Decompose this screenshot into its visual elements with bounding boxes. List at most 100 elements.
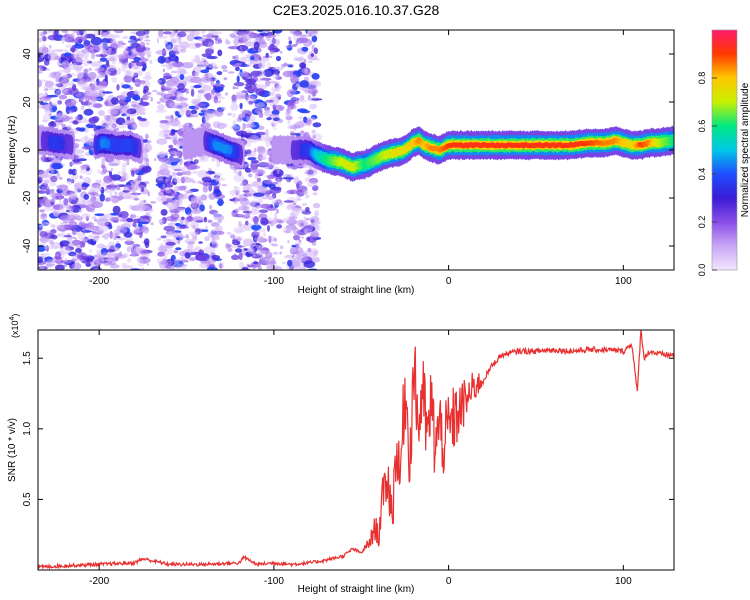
noise-speckle <box>53 211 60 217</box>
noise-speckle <box>308 60 313 63</box>
noise-speckle <box>86 60 93 64</box>
noise-speckle <box>308 40 312 45</box>
noise-speckle <box>257 30 264 33</box>
snr-plot-area <box>38 330 674 570</box>
noise-speckle <box>313 47 318 55</box>
noise-speckle <box>172 231 183 238</box>
noise-speckle <box>238 214 248 217</box>
noise-speckle <box>197 201 204 205</box>
noise-speckle <box>58 57 67 64</box>
noise-speckle <box>257 111 261 117</box>
noise-speckle <box>221 183 228 187</box>
ridge-mark <box>234 145 240 160</box>
noise-speckle <box>269 96 280 105</box>
noise-speckle <box>199 182 212 185</box>
noise-speckle <box>310 230 319 239</box>
noise-speckle <box>272 66 284 71</box>
noise-speckle <box>159 151 166 159</box>
noise-speckle <box>236 91 248 95</box>
noise-speckle <box>132 222 137 228</box>
noise-speckle <box>197 88 208 94</box>
noise-speckle <box>272 73 279 79</box>
noise-speckle <box>139 112 146 115</box>
noise-speckle <box>38 170 49 179</box>
noise-speckle <box>75 187 83 191</box>
y-tick-label: 0.5 <box>22 492 33 506</box>
noise-speckle <box>170 50 180 55</box>
noise-speckle <box>242 190 250 193</box>
noise-speckle <box>298 39 302 45</box>
noise-speckle <box>236 238 242 242</box>
noise-speckle <box>235 229 246 233</box>
noise-speckle <box>219 263 223 269</box>
noise-speckle <box>72 57 83 65</box>
snr-frame <box>37 329 675 571</box>
noise-speckle <box>66 125 72 130</box>
noise-speckle <box>202 185 208 193</box>
noise-speckle <box>217 214 225 221</box>
noise-speckle <box>176 172 183 176</box>
noise-speckle <box>168 44 172 48</box>
noise-speckle <box>311 73 320 80</box>
noise-speckle <box>150 97 153 102</box>
noise-speckle <box>269 99 274 103</box>
noise-speckle <box>270 38 281 44</box>
noise-speckle <box>87 45 99 54</box>
noise-speckle <box>268 92 276 96</box>
noise-speckle <box>200 69 210 74</box>
noise-speckle <box>66 178 72 182</box>
noise-speckle <box>108 120 115 127</box>
noise-speckle <box>226 231 232 235</box>
noise-speckle <box>70 253 76 256</box>
x-tick-label: -200 <box>89 276 109 287</box>
noise-speckle <box>173 249 179 254</box>
noise-speckle <box>227 71 235 74</box>
noise-speckle <box>196 60 206 66</box>
noise-speckle <box>129 214 137 219</box>
noise-speckle <box>268 183 276 190</box>
noise-speckle <box>157 80 161 84</box>
noise-speckle <box>289 89 297 94</box>
noise-speckle <box>116 183 119 187</box>
noise-speckle <box>233 226 243 234</box>
x-tick-label: 100 <box>615 276 632 287</box>
noise-speckle <box>121 262 128 267</box>
noise-speckle <box>172 178 178 186</box>
noise-speckle <box>205 113 214 116</box>
noise-speckle <box>214 40 221 45</box>
noise-speckle <box>222 69 228 72</box>
noise-speckle <box>73 237 78 240</box>
noise-speckle <box>105 245 109 250</box>
noise-speckle <box>121 265 134 269</box>
noise-speckle <box>265 139 271 148</box>
y-tick-label: 1.5 <box>22 351 33 365</box>
noise-speckle <box>257 265 262 270</box>
noise-speckle <box>210 254 221 260</box>
noise-speckle <box>76 139 81 142</box>
noise-speckle <box>213 174 220 179</box>
noise-speckle <box>258 162 269 167</box>
noise-speckle <box>176 151 183 157</box>
noise-speckle <box>188 105 196 110</box>
noise-speckle <box>173 199 183 206</box>
noise-speckle <box>82 86 89 91</box>
noise-speckle <box>45 68 51 71</box>
noise-speckle <box>213 66 219 70</box>
noise-speckle <box>170 150 177 155</box>
noise-speckle <box>145 213 151 216</box>
noise-speckle <box>75 143 80 148</box>
noise-speckle <box>158 218 165 224</box>
noise-speckle <box>285 115 293 121</box>
noise-speckle <box>121 162 128 167</box>
noise-speckle <box>164 40 169 45</box>
noise-speckle <box>209 204 213 210</box>
noise-speckle <box>254 231 261 235</box>
noise-speckle <box>144 95 152 99</box>
noise-speckle <box>39 253 51 256</box>
noise-speckle <box>213 31 222 35</box>
noise-speckle <box>88 249 92 253</box>
noise-speckle <box>179 41 190 49</box>
noise-speckle <box>159 120 169 124</box>
noise-speckle <box>213 185 220 190</box>
noise-speckle <box>124 113 133 118</box>
